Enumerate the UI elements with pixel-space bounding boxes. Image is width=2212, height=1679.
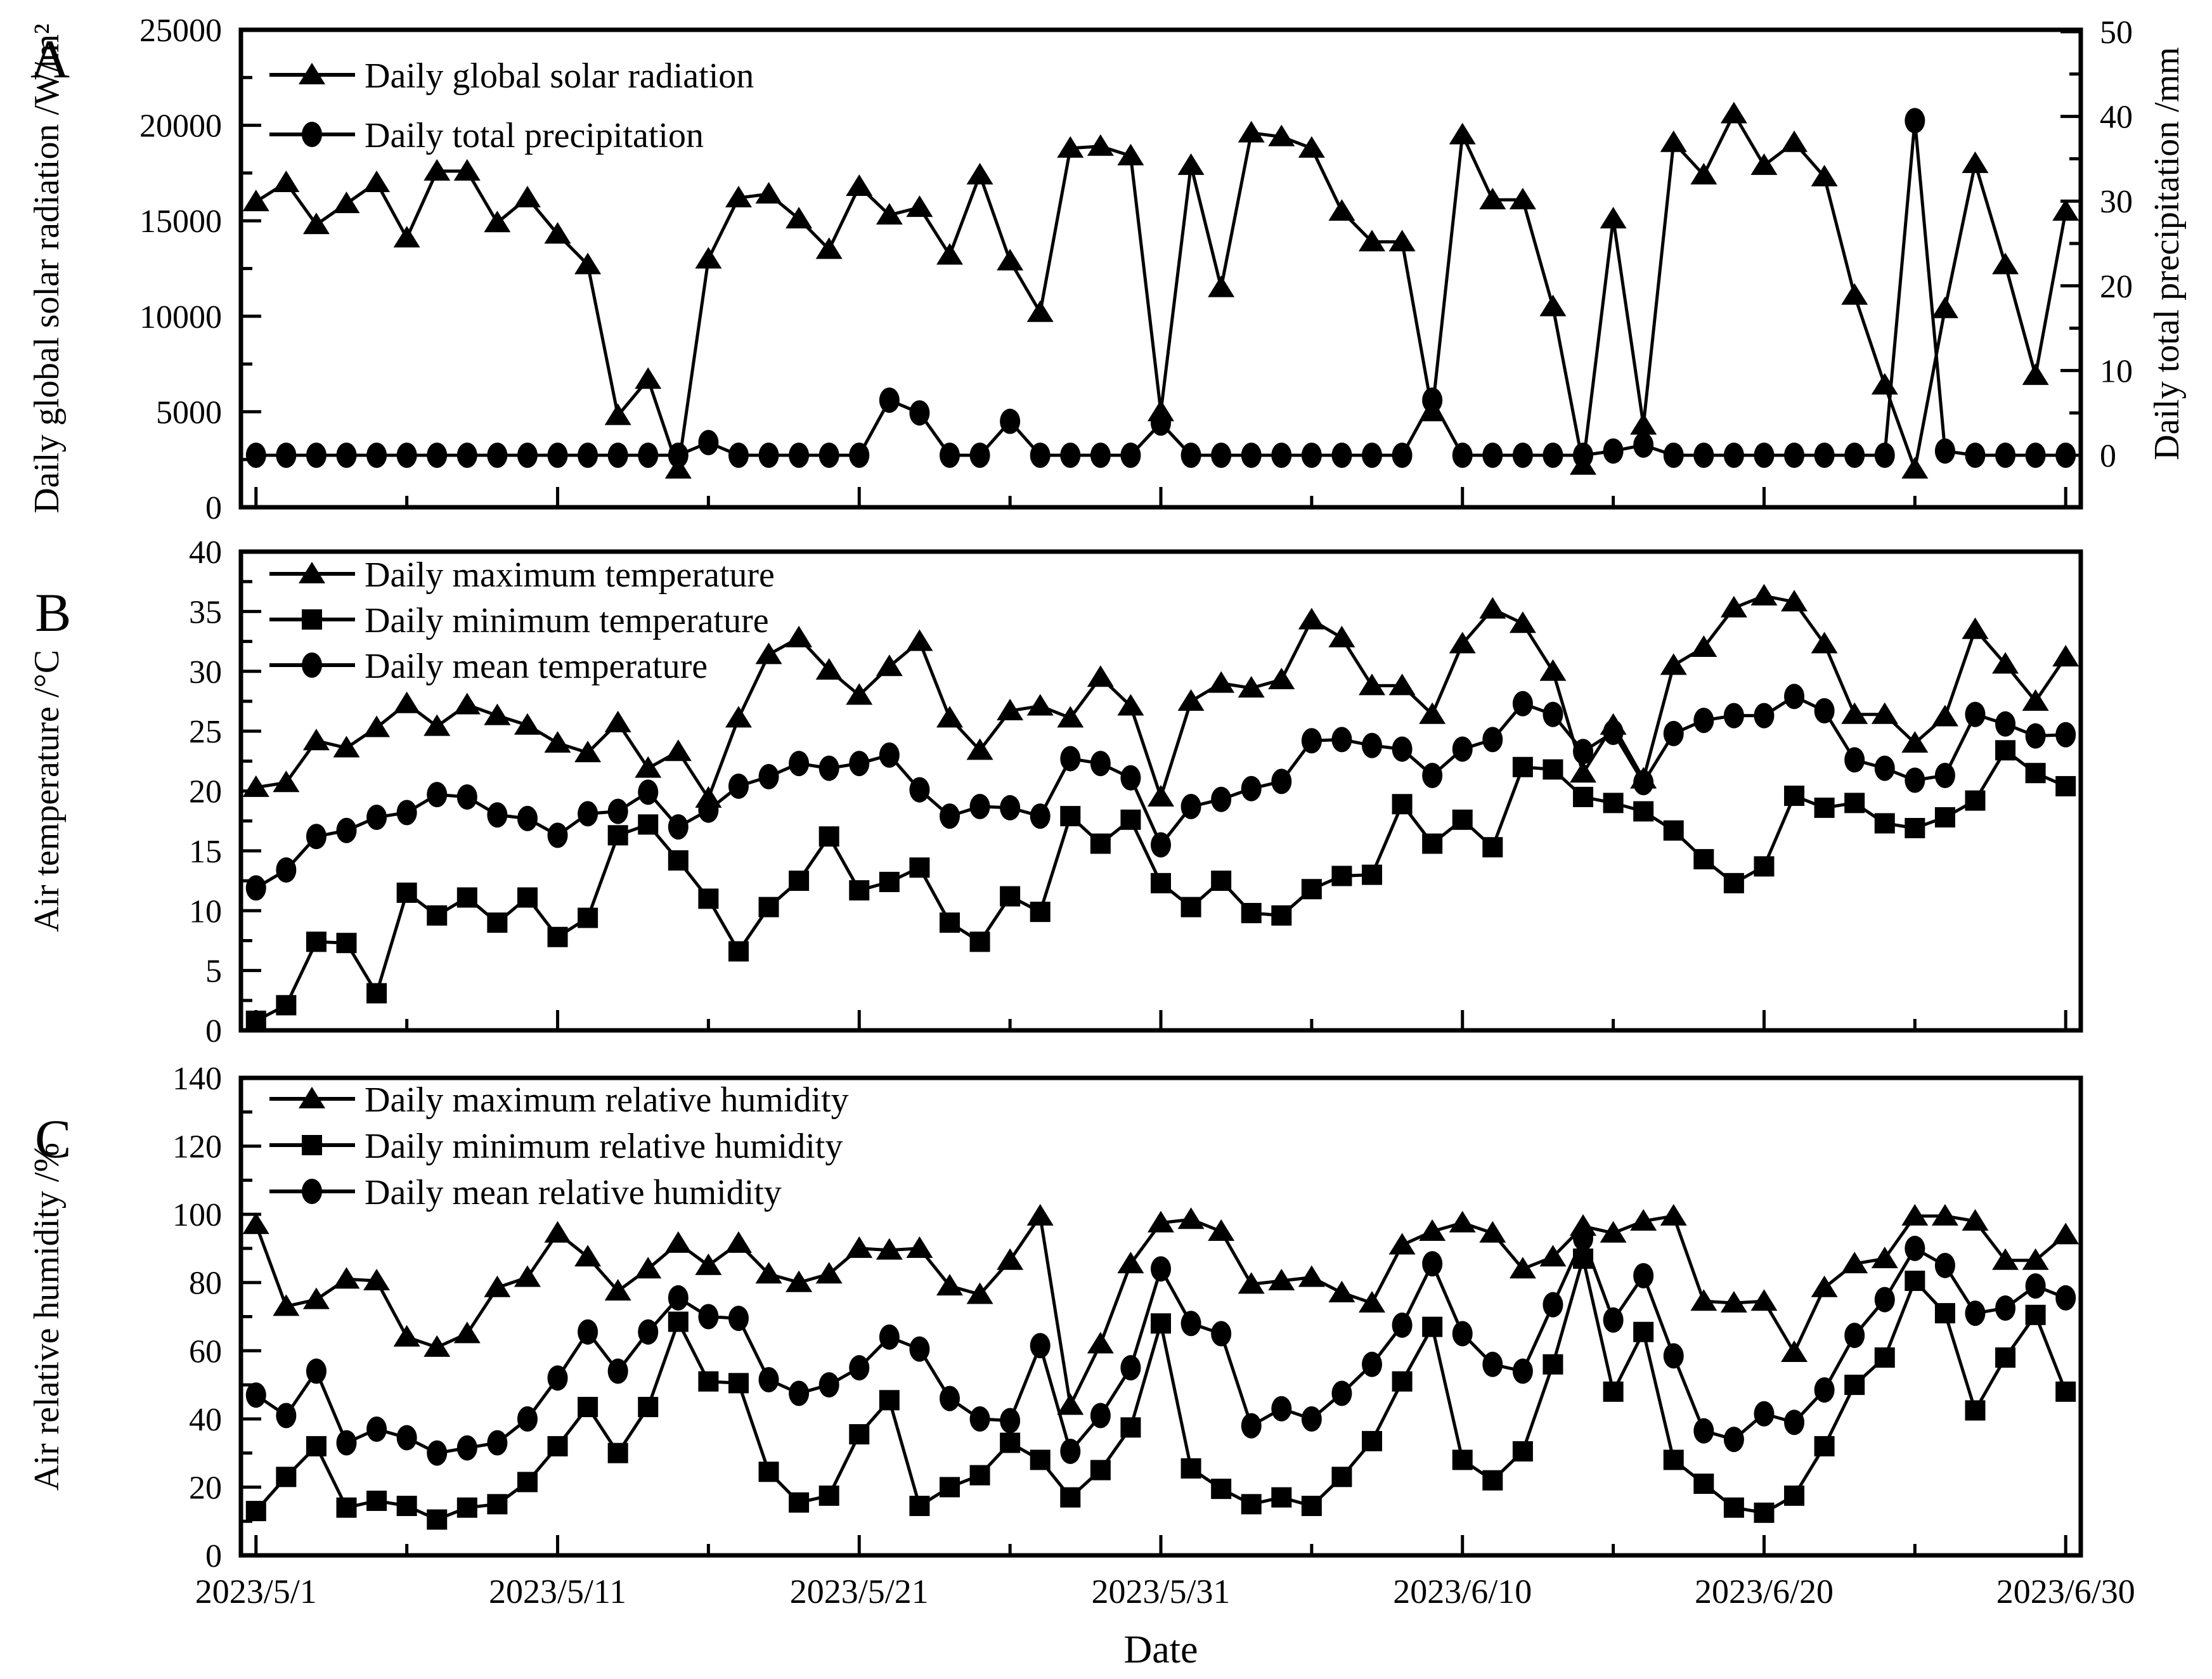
y-tick-label: 120 [172, 1129, 222, 1165]
series-daily-minimum-temperature [245, 740, 2076, 1031]
y-tick-label: 10 [2100, 353, 2133, 389]
y-tick-label: 0 [205, 1013, 222, 1049]
legend-label: Daily minimum temperature [365, 601, 769, 640]
y-tick-label: 20 [189, 1470, 222, 1506]
x-axis-title: Date [1123, 1628, 1198, 1671]
legend-label: Daily mean temperature [365, 647, 708, 686]
legend-label: Daily total precipitation [365, 116, 704, 155]
y-axis-label: Air temperature /°C [27, 650, 67, 932]
panel-letter-b: B [35, 582, 71, 643]
legend-label: Daily maximum relative humidity [365, 1080, 849, 1120]
series-daily-mean-relative-humidity [245, 1225, 2076, 1466]
y-tick-label: 100 [172, 1197, 222, 1233]
y-tick-label: 60 [189, 1333, 222, 1370]
series-daily-mean-temperature [245, 684, 2076, 901]
panel-letter-a: A [30, 29, 70, 89]
y-tick-label: 10000 [139, 299, 222, 335]
x-tick-label: 2023/5/1 [195, 1572, 317, 1611]
y-tick-label: 20000 [139, 108, 222, 145]
y-tick-label: 30 [2100, 184, 2133, 220]
y-tick-label: 80 [189, 1266, 222, 1302]
legend-label: Daily maximum temperature [365, 555, 775, 595]
y-tick-label: 15000 [139, 204, 222, 240]
y-axis-right-label: Daily total precipitation /mm [2147, 47, 2187, 460]
y-tick-label: 25 [189, 714, 222, 750]
series-daily-total-precipitation [245, 108, 2076, 468]
series-daily-minimum-relative-humidity [245, 1248, 2076, 1530]
y-tick-label: 0 [2100, 438, 2116, 474]
y-tick-label: 30 [189, 654, 222, 690]
y-tick-label: 40 [189, 1402, 222, 1438]
legend-label: Daily mean relative humidity [365, 1173, 782, 1212]
panel-a: 0 5000 10000 15000 20000 25000 0 10 20 30 40 50 Dail… [27, 13, 2187, 526]
panel-b: 0 5 10 15 20 25 30 35 40 Daily maximum temperatur… [27, 535, 2083, 1049]
series-daily-maximum-relative-humidity [242, 1203, 2079, 1415]
x-tick-label: 2023/6/10 [1393, 1572, 1532, 1611]
y-tick-label: 50 [2100, 15, 2133, 51]
x-axis: 2023/5/1 2023/5/11 2023/5/21 2023/5/31 2023/… [195, 1572, 2135, 1671]
x-tick-label: 2023/5/31 [1091, 1572, 1230, 1611]
x-tick-label: 2023/5/21 [790, 1572, 929, 1611]
series-daily-global-solar-radiation [242, 101, 2079, 479]
x-tick-label: 2023/6/20 [1695, 1572, 1834, 1611]
y-tick-label: 5 [205, 954, 222, 990]
y-axis-label: Daily global solar radiation /W/m² [27, 23, 67, 514]
x-tick-label: 2023/5/11 [489, 1572, 626, 1611]
y-tick-label: 25000 [139, 13, 222, 49]
y-tick-label: 140 [172, 1061, 222, 1097]
y-tick-label: 40 [2100, 100, 2133, 136]
y-tick-label: 0 [205, 1538, 222, 1574]
y-tick-label: 15 [189, 834, 222, 870]
y-tick-label: 40 [189, 535, 222, 571]
y-tick-label: 5000 [156, 394, 222, 431]
x-tick-label: 2023/6/30 [1996, 1572, 2135, 1611]
legend-label: Daily minimum relative humidity [365, 1127, 843, 1166]
y-tick-label: 0 [205, 490, 222, 526]
legend-label: Daily global solar radiation [365, 56, 754, 96]
y-tick-label: 10 [189, 893, 222, 930]
y-tick-label: 20 [2100, 269, 2133, 305]
y-axis-label: Air relative humidity /% [27, 1143, 67, 1491]
y-tick-label: 35 [189, 594, 222, 630]
panel-letter-c: C [35, 1108, 71, 1169]
y-tick-label: 20 [189, 774, 222, 810]
panel-c: 0 20 40 60 80 100 120 140 Daily maximum relative… [27, 1061, 2083, 1574]
